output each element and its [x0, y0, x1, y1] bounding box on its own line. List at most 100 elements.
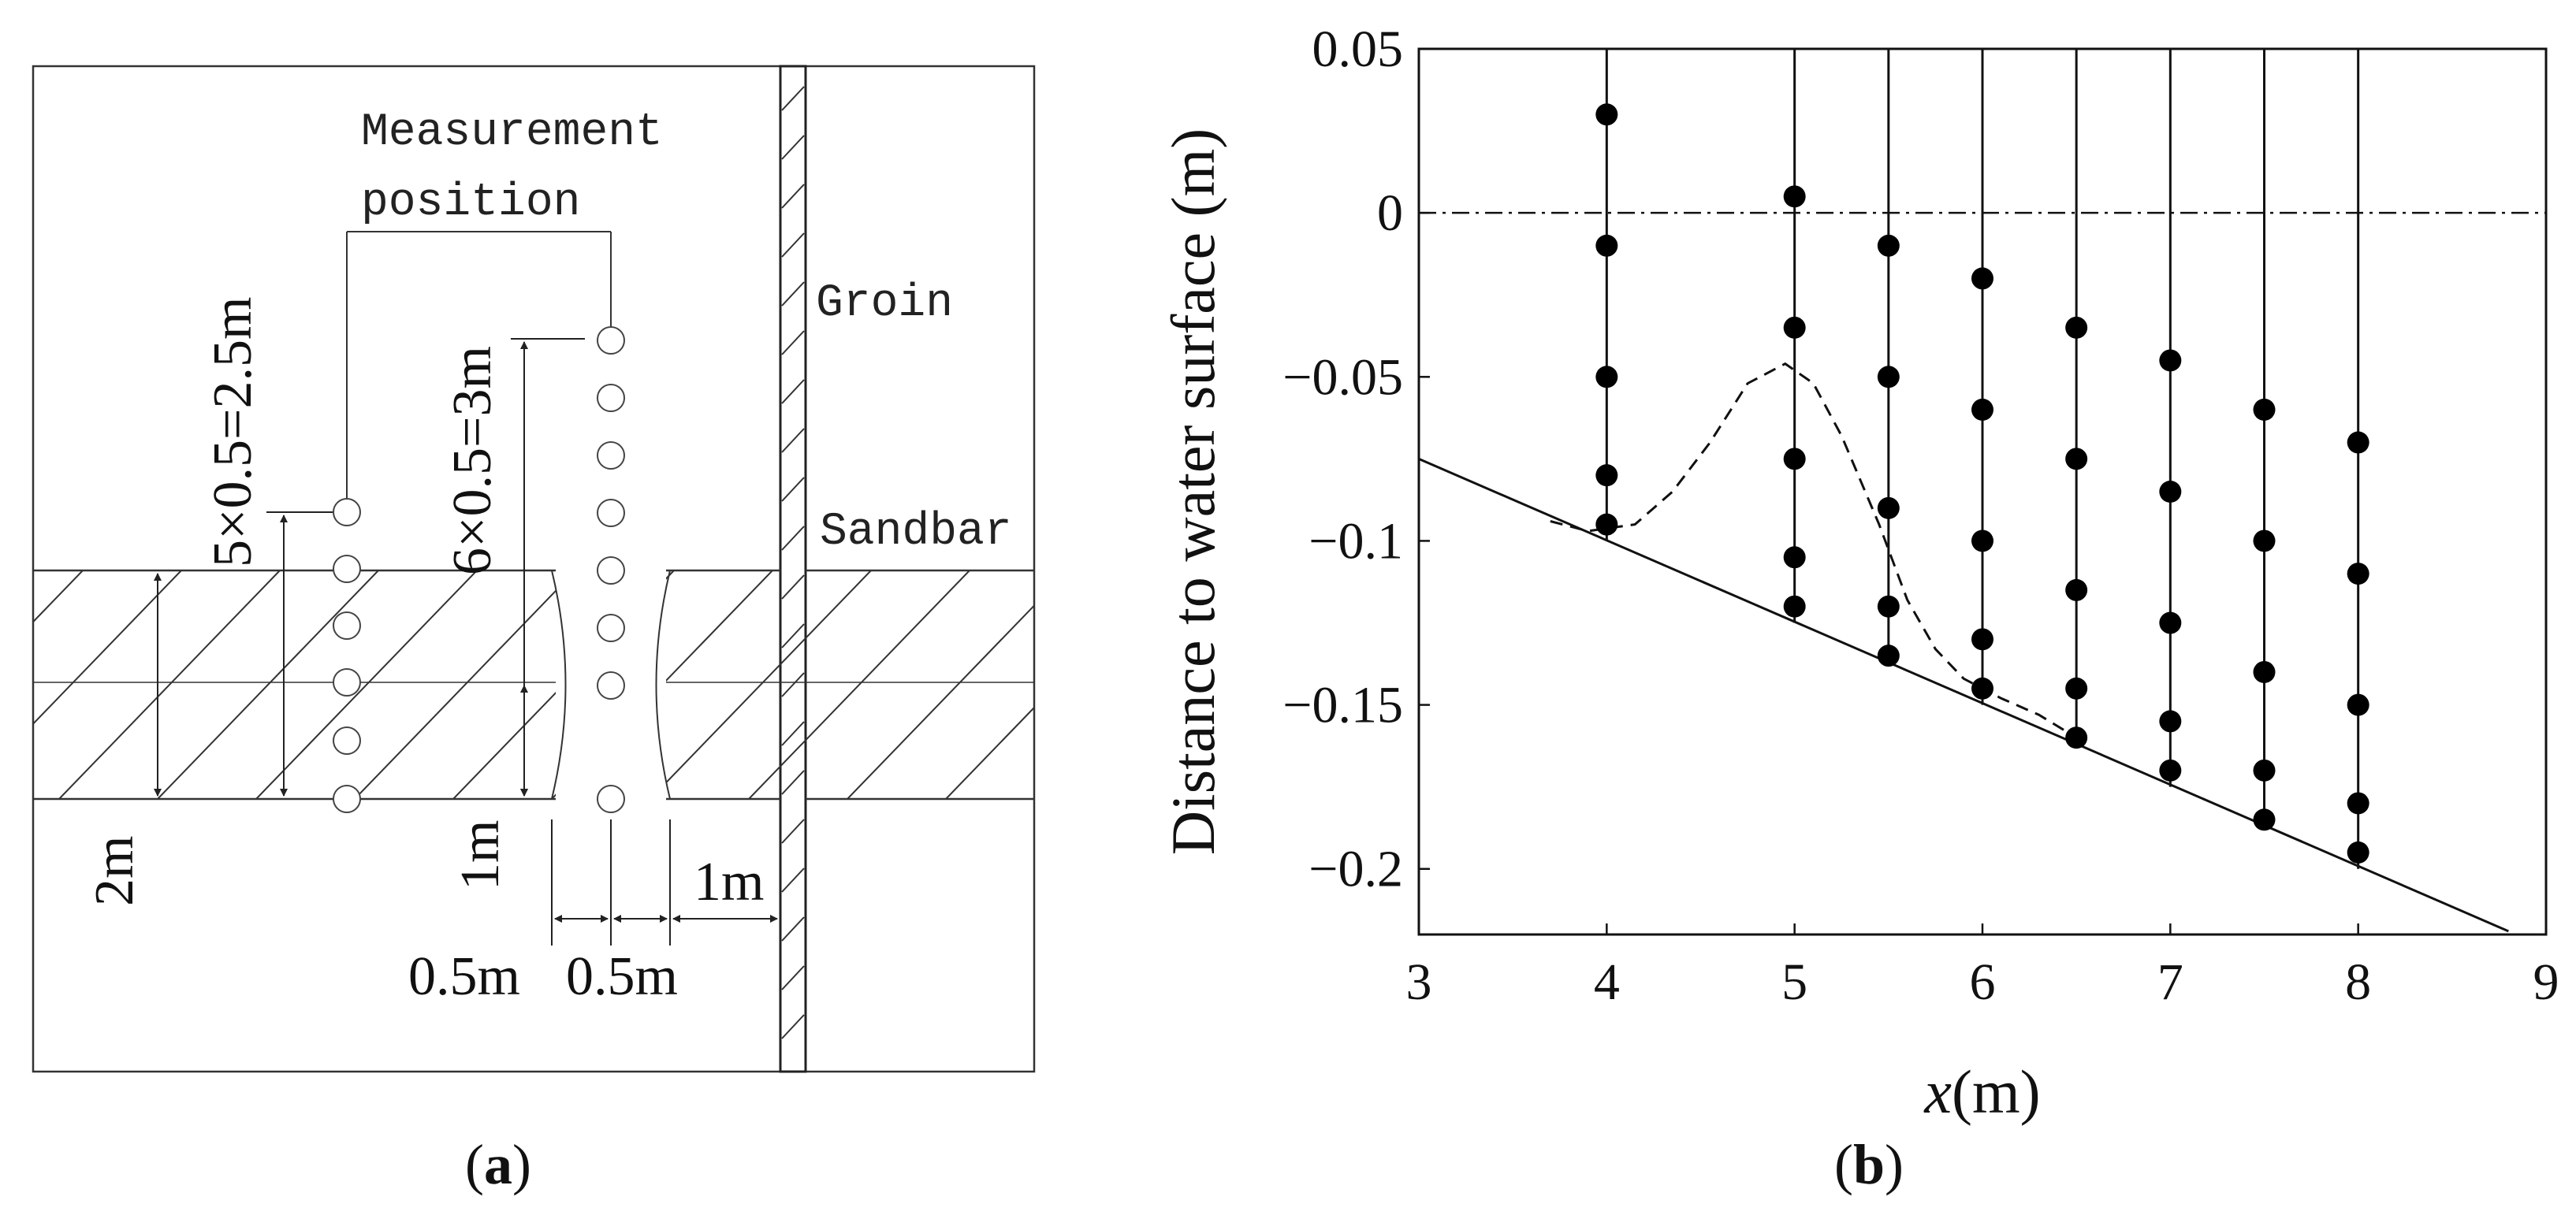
y-tick-label: 0	[1377, 184, 1403, 242]
measurement-point	[1971, 398, 1993, 421]
y-tick-label: −0.1	[1308, 512, 1403, 570]
x-axis-label: x(m)	[1923, 1057, 2040, 1126]
y-tick-label: −0.2	[1308, 841, 1403, 898]
groin-hatch-line	[781, 623, 805, 648]
caption-a: (a)	[465, 1133, 531, 1196]
measurement-point	[2253, 529, 2276, 552]
measurement-point	[2065, 448, 2088, 470]
sandbar-band	[33, 567, 1034, 802]
label-position: position	[361, 177, 580, 229]
sandbar-hatch-line	[157, 570, 379, 799]
measurement-point	[1877, 595, 1900, 618]
measurement-bracket	[346, 231, 612, 498]
measurement-point	[2347, 431, 2369, 454]
sandbar-hatch-line	[255, 570, 478, 799]
measurement-point	[1783, 448, 1806, 470]
sandbar-hatch-line	[33, 570, 84, 623]
groin-hatch-line	[781, 819, 805, 844]
measurement-column-middle	[597, 326, 625, 813]
measurement-column-left	[333, 498, 361, 813]
measurement-point	[2347, 792, 2369, 815]
label-dim-1m-horizontal: 1m	[694, 852, 764, 912]
measurement-point-marker	[597, 326, 625, 355]
x-tick-label: 5	[1781, 953, 1807, 1011]
groin-hatch-line	[781, 232, 805, 258]
sandbar-hatch-line	[748, 570, 970, 799]
measurement-point	[1971, 267, 1993, 290]
measurement-point-marker	[597, 556, 625, 585]
groin-hatch-line	[781, 868, 805, 893]
measurement-point-marker	[333, 726, 361, 755]
groin-hatch-line	[781, 965, 805, 990]
measurement-point	[1971, 628, 1993, 651]
x-tick-label: 6	[1970, 953, 1996, 1011]
measurement-point	[2159, 349, 2182, 372]
bed-slope-line	[1418, 457, 2509, 933]
measurement-point	[1783, 185, 1806, 208]
measurement-point	[2159, 710, 2182, 733]
measurement-point	[2347, 841, 2369, 864]
measurement-point	[1971, 677, 1993, 700]
label-dim-middle-vertical: 6×0.5=3m	[442, 346, 503, 575]
groin-hatch-line	[781, 721, 805, 746]
gap-curve-left	[551, 570, 567, 800]
gap-curve-right	[655, 570, 671, 800]
flume-outline	[32, 65, 1036, 1073]
measurement-point-marker	[333, 555, 361, 583]
measurement-point-marker	[597, 384, 625, 412]
measurement-point-marker	[597, 785, 625, 813]
measurement-point	[2253, 398, 2276, 421]
label-dim-05m-right: 0.5m	[566, 946, 678, 1007]
measurement-point-marker	[597, 671, 625, 700]
panel-a-schematic: Measurement position Groin Sandbar 5×0.5…	[32, 65, 1036, 1196]
label-groin: Groin	[816, 278, 953, 329]
label-dim-left-vertical: 5×0.5=2.5m	[203, 297, 263, 567]
measurement-point-marker	[333, 785, 361, 813]
measurement-point	[1783, 595, 1806, 618]
measurement-point	[1877, 366, 1900, 388]
measurement-point	[2159, 759, 2182, 782]
measurement-point	[2253, 660, 2276, 683]
sandbar-hatch-line	[847, 604, 1034, 799]
chart-plot-area	[1417, 47, 2548, 936]
measurement-point	[2253, 759, 2276, 782]
x-tick-label: 3	[1406, 953, 1432, 1011]
x-tick-label: 4	[1594, 953, 1620, 1011]
y-tick-label: 0.05	[1312, 20, 1404, 78]
groin-hatch-line	[781, 428, 805, 453]
groin-hatch-line	[781, 135, 805, 160]
y-tick-label: −0.05	[1282, 348, 1403, 406]
measurement-point	[1783, 546, 1806, 569]
x-tick-label: 7	[2157, 953, 2183, 1011]
groin-hatch-line	[781, 1014, 805, 1039]
groin-hatch-line	[781, 916, 805, 942]
measurement-point	[2159, 481, 2182, 503]
label-measurement: Measurement	[361, 107, 663, 158]
dimension-left-vertical	[266, 511, 333, 797]
caption-b: (b)	[1834, 1133, 1904, 1196]
sandbar-hatch-line	[650, 570, 872, 799]
measurement-point-marker	[597, 614, 625, 642]
groin-hatch-line	[781, 574, 805, 600]
label-sandbar: Sandbar	[820, 507, 1012, 558]
measurement-point	[1783, 316, 1806, 339]
measurement-point	[1877, 496, 1900, 519]
measurement-point	[1595, 464, 1618, 487]
sandbar-hatch-line	[945, 706, 1034, 799]
groin-hatch-line	[781, 379, 805, 404]
measurement-point-marker	[597, 441, 625, 470]
y-tick-label: −0.15	[1282, 677, 1403, 734]
groin-hatch-line	[781, 477, 805, 502]
measurement-point	[1877, 645, 1900, 667]
measurement-point-marker	[333, 498, 361, 526]
y-axis: 0.05 0 −0.05 −0.1 −0.15 −0.2	[1282, 20, 1430, 898]
measurement-point	[2347, 693, 2369, 716]
sandbar-hatch-line	[354, 570, 576, 799]
measurement-point	[2347, 563, 2369, 585]
x-tick-label: 9	[2533, 953, 2559, 1011]
sandbar-hatch-line	[33, 570, 182, 726]
dimension-horizontal	[551, 819, 778, 946]
measurement-point-marker	[597, 499, 625, 527]
measurement-point	[1595, 103, 1618, 126]
sandbar-hatch-line	[58, 570, 281, 799]
